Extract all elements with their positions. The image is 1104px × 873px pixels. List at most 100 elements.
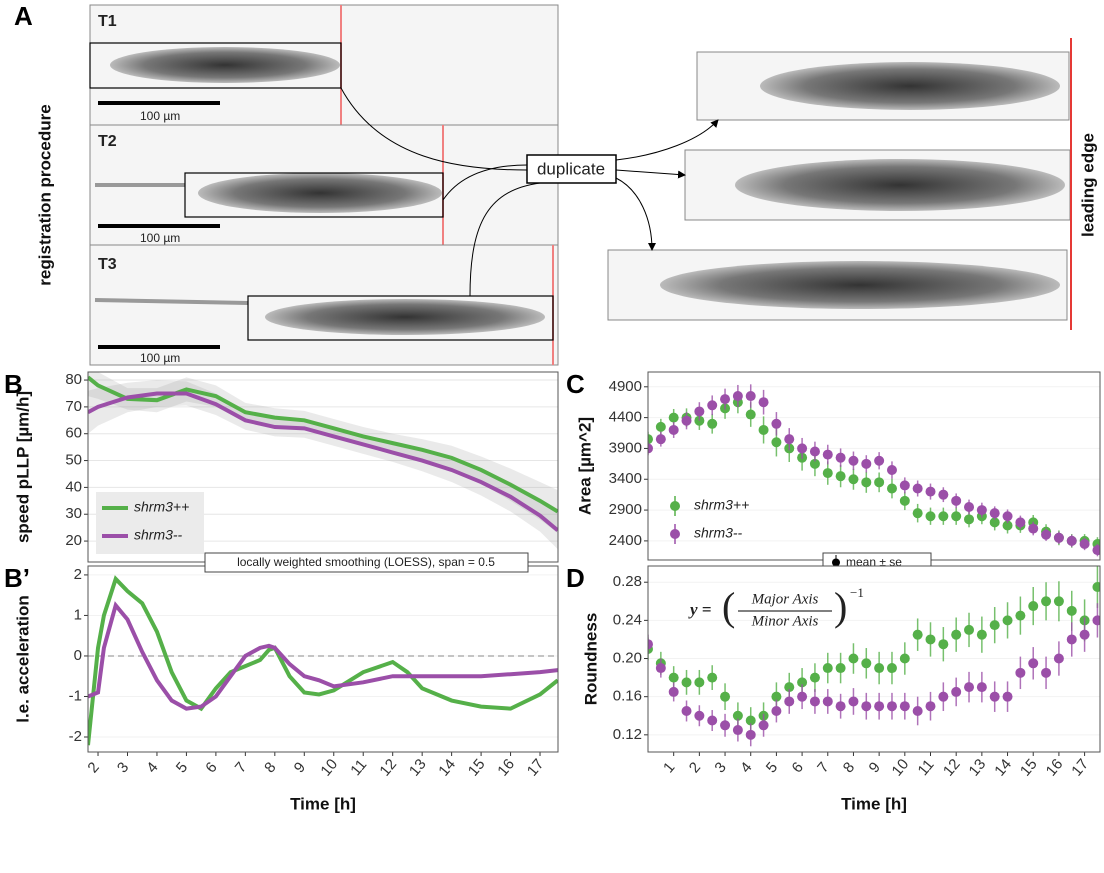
point — [861, 658, 872, 669]
point — [848, 455, 859, 466]
y-tick-label: 4400 — [609, 409, 642, 426]
point — [732, 710, 743, 721]
line — [88, 391, 558, 532]
y-tick-label: 1 — [74, 606, 82, 623]
x-tick-label: 8 — [261, 759, 279, 776]
point — [655, 434, 666, 445]
note-key — [832, 558, 840, 567]
x-tick-label: 13 — [406, 756, 430, 780]
point — [886, 701, 897, 712]
x-tick-label: 9 — [866, 759, 884, 776]
arrow — [615, 177, 656, 251]
y-tick-label: 60 — [65, 425, 82, 442]
point — [976, 682, 987, 693]
y-axis-title: speed pLLP [µm/h] — [13, 391, 32, 543]
confidence-band — [88, 372, 558, 534]
point — [655, 663, 666, 674]
point — [732, 391, 743, 402]
point — [809, 446, 820, 457]
point — [989, 517, 1000, 528]
point — [668, 412, 679, 423]
panel-label: A — [14, 1, 33, 31]
point — [681, 705, 692, 716]
point — [1002, 511, 1013, 522]
point — [797, 691, 808, 702]
point — [822, 468, 833, 479]
legend-label: shrm3++ — [694, 497, 749, 513]
point — [648, 434, 653, 445]
point — [1092, 581, 1100, 592]
x-tick-label: 7 — [232, 759, 250, 776]
point — [1092, 545, 1100, 556]
line — [88, 601, 558, 711]
x-tick-label: 3 — [114, 759, 132, 776]
point — [758, 424, 769, 435]
point — [809, 672, 820, 683]
point — [874, 701, 885, 712]
point — [848, 653, 859, 664]
point — [861, 458, 872, 469]
point — [745, 391, 756, 402]
point — [925, 701, 936, 712]
point — [938, 691, 949, 702]
x-tick-label: 16 — [1043, 756, 1067, 780]
x-tick-label: 14 — [991, 756, 1015, 780]
point — [925, 486, 936, 497]
point — [1015, 517, 1026, 528]
point — [951, 495, 962, 506]
point — [758, 397, 769, 408]
series-layer — [88, 575, 558, 746]
x-tick-label: 4 — [737, 759, 755, 776]
point — [655, 421, 666, 432]
point — [648, 639, 653, 650]
x-tick-label: 5 — [173, 759, 191, 776]
y-tick-label: 3900 — [609, 439, 642, 456]
point — [668, 424, 679, 435]
point — [771, 418, 782, 429]
panel-label: C — [566, 369, 585, 399]
arrow — [340, 87, 528, 171]
y-tick-label: 2 — [74, 566, 82, 583]
point — [835, 663, 846, 674]
arrow — [615, 169, 686, 179]
panel-label: B’ — [4, 563, 30, 593]
y-tick-label: 2400 — [609, 532, 642, 549]
point — [707, 672, 718, 683]
point — [720, 691, 731, 702]
strip-label: locally weighted smoothing (LOESS), span… — [237, 555, 495, 569]
point — [938, 511, 949, 522]
y-tick-label: 0.12 — [613, 726, 642, 743]
x-axis-title: Time [h] — [841, 794, 907, 813]
point — [668, 686, 679, 697]
scale-bar-label: 100 µm — [140, 351, 180, 365]
formula-denominator: Minor Axis — [751, 613, 819, 629]
y-tick-label: 0 — [74, 647, 82, 664]
point — [694, 710, 705, 721]
point — [1002, 615, 1013, 626]
point — [964, 514, 975, 525]
point — [861, 701, 872, 712]
x-tick-label: 2 — [686, 759, 704, 776]
point — [899, 701, 910, 712]
point — [976, 505, 987, 516]
point — [648, 443, 653, 454]
plot-background — [88, 566, 558, 752]
legend-key — [670, 529, 680, 539]
legend-background — [96, 492, 204, 554]
x-tick-label: 5 — [763, 759, 781, 776]
y-axis-title: l.e. acceleration — [13, 595, 32, 723]
arrow — [615, 119, 719, 161]
y-tick-label: 80 — [65, 371, 82, 388]
point — [848, 474, 859, 485]
panel-label: B — [4, 369, 23, 399]
point — [989, 691, 1000, 702]
point — [745, 729, 756, 740]
point — [822, 696, 833, 707]
scale-bar-label: 100 µm — [140, 109, 180, 123]
point — [938, 639, 949, 650]
point — [925, 511, 936, 522]
legend-key — [670, 501, 680, 511]
point — [1041, 529, 1052, 540]
point — [1028, 658, 1039, 669]
point — [886, 483, 897, 494]
